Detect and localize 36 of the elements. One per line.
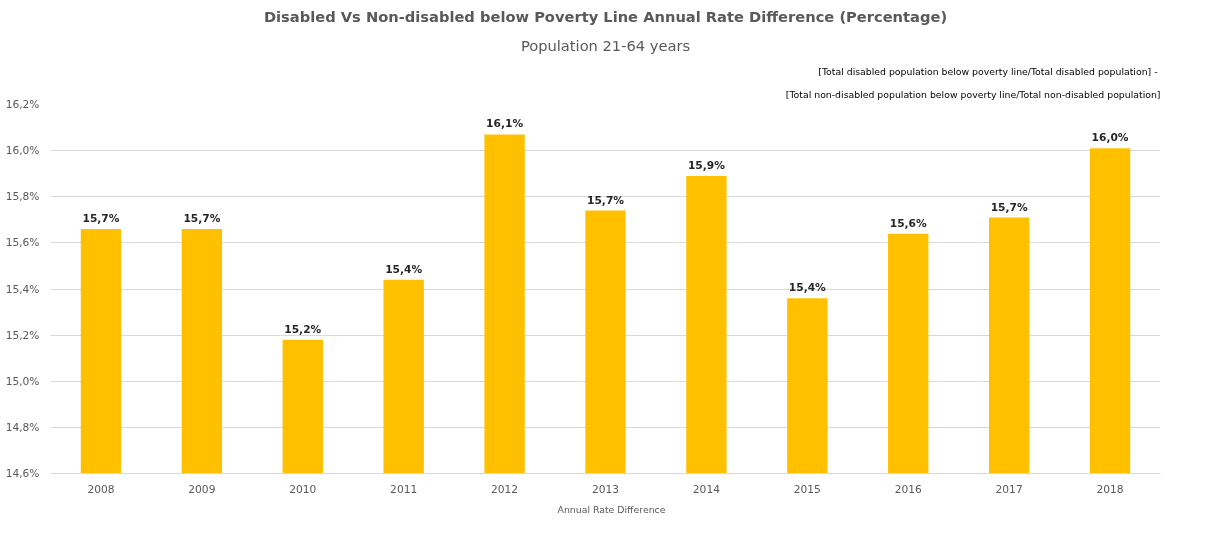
y-tick-label: 14,6% [5, 467, 40, 480]
data-label: 15,7% [990, 200, 1028, 214]
y-tick-label: 15,6% [5, 236, 40, 250]
data-label: 15,7% [587, 193, 625, 207]
x-tick-label: 2008 [87, 482, 115, 496]
x-tick-label: 2011 [390, 482, 418, 496]
data-label: 15,9% [687, 158, 726, 172]
x-tick-label: 2010 [289, 482, 317, 496]
data-label: 15,2% [284, 322, 322, 336]
text: Annual Rate Difference [557, 503, 666, 515]
y-tick-label: 15,8% [5, 190, 40, 204]
text: [Total non-disabled population below poverty line/Total non-disabled population] [785, 88, 1161, 100]
x-tick-label: 2009 [188, 482, 216, 496]
text: [Total disabled population below poverty line/Total disabled population] - [818, 65, 1158, 77]
data-label: 15,7% [82, 212, 120, 226]
data-label: 15,6% [889, 216, 928, 230]
chart-subtitle: Population 21-64 years [520, 36, 691, 54]
y-tick-label: 15,4% [5, 282, 40, 296]
data-label: 15,7% [183, 212, 221, 226]
x-tick-label: 2018 [1096, 482, 1124, 496]
data-label: 16,1% [486, 117, 524, 131]
y-tick-label: 15,2% [5, 328, 40, 342]
chart-title: Disabled Vs Non-disabled below Poverty Line Annual Rate Difference (Percentage) [263, 7, 948, 25]
x-tick-label: 2017 [995, 482, 1023, 496]
y-tick-label: 15,0% [5, 374, 40, 388]
x-tick-label: 2016 [894, 482, 923, 496]
data-label: 16,0% [1091, 131, 1129, 145]
y-tick-label: 16,2% [5, 98, 40, 111]
y-tick-label: 14,8% [5, 420, 40, 434]
y-tick-label: 16,0% [5, 144, 40, 158]
x-tick-label: 2012 [491, 482, 519, 496]
x-tick-label: 2015 [793, 482, 821, 496]
data-label: 15,4% [788, 281, 827, 295]
x-tick-label: 2014 [692, 482, 721, 496]
x-tick-label: 2013 [591, 482, 620, 496]
data-label: 15,4% [385, 262, 423, 276]
